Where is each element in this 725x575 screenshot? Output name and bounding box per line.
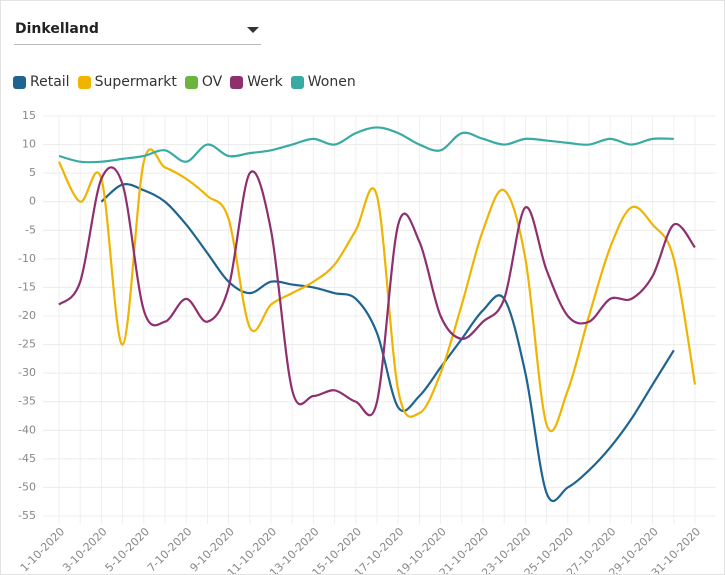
legend-label: Werk (247, 74, 283, 90)
legend-item[interactable]: OV (184, 74, 223, 90)
legend-swatch (77, 75, 91, 89)
legend-swatch (230, 75, 244, 89)
y-tick-label: -5 (25, 223, 36, 236)
legend-label: Wonen (307, 74, 356, 90)
y-tick-label: -20 (18, 309, 36, 322)
x-tick-label: 5-10-2020 (103, 525, 152, 574)
dropdown-value: Dinkelland (15, 21, 99, 37)
legend-label: Retail (30, 74, 70, 90)
series-line (58, 166, 696, 417)
series-line (58, 126, 674, 164)
y-tick-label: 5 (29, 166, 36, 179)
legend-swatch (184, 75, 198, 89)
legend-item[interactable]: Retail (13, 74, 70, 90)
legend: Retail Supermarkt OV Werk Wonen (13, 74, 356, 90)
y-tick-label: -45 (18, 452, 36, 465)
legend-swatch (13, 75, 26, 89)
x-tick-label: 7-10-2020 (145, 525, 194, 574)
legend-label: OV (201, 74, 223, 90)
legend-item[interactable]: Supermarkt (77, 74, 177, 90)
y-tick-label: 15 (22, 109, 36, 122)
y-tick-label: -10 (18, 252, 36, 265)
dropdown[interactable]: Dinkelland (14, 16, 261, 45)
y-tick-label: -40 (18, 423, 36, 436)
legend-swatch (290, 75, 304, 89)
y-tick-label: -30 (18, 366, 36, 379)
y-tick-label: -55 (18, 509, 36, 522)
y-tick-label: -50 (18, 480, 36, 493)
series-line (58, 148, 697, 433)
y-tick-label: 0 (29, 195, 36, 208)
legend-label: Supermarkt (94, 74, 177, 90)
series-line (100, 183, 675, 502)
legend-item[interactable]: Wonen (290, 74, 356, 90)
x-tick-label: 3-10-2020 (60, 525, 109, 574)
y-tick-label: -25 (18, 338, 36, 351)
y-tick-label: -15 (18, 280, 36, 293)
y-tick-label: -35 (18, 395, 36, 408)
dropdown-arrow (247, 27, 259, 33)
legend-item[interactable]: Werk (230, 74, 283, 90)
x-tick-label: 1-10-2020 (18, 525, 67, 574)
y-tick-label: 10 (22, 138, 36, 151)
